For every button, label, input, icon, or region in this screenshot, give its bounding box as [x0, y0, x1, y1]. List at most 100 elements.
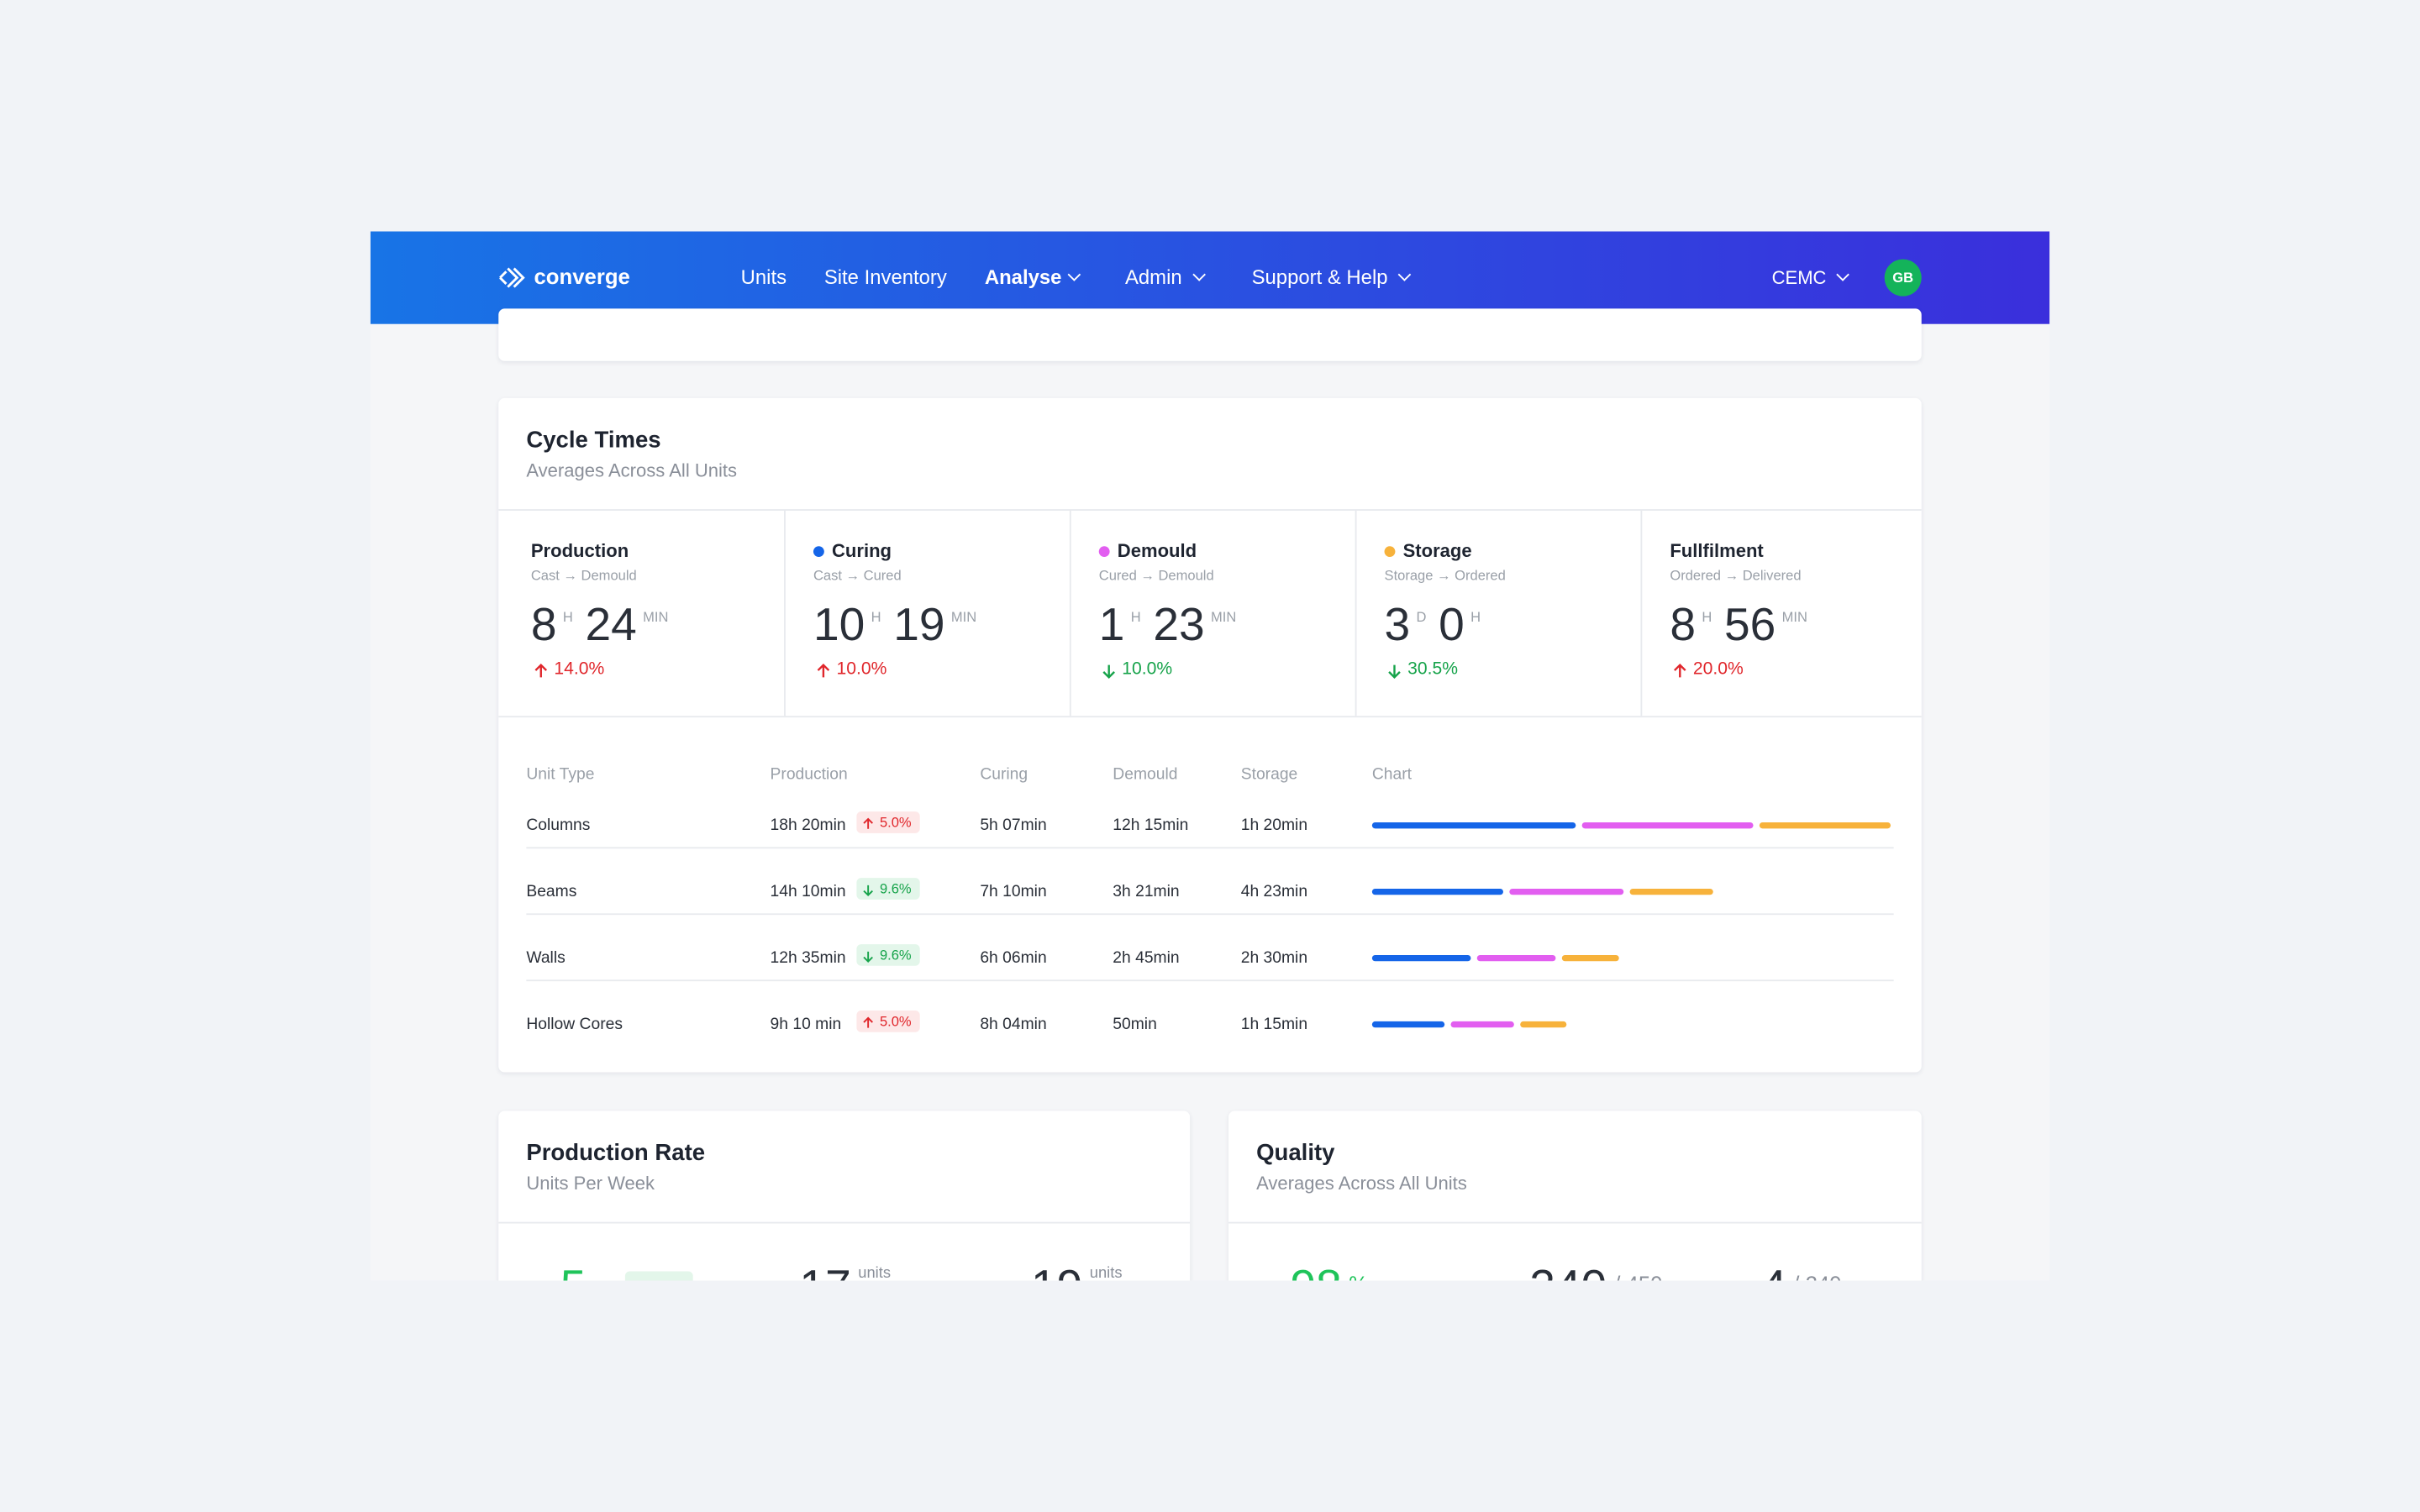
value-unit: MIN	[1211, 609, 1237, 625]
nav-item[interactable]: Units	[740, 265, 787, 289]
value-number: 10	[813, 600, 865, 652]
value-number: 24	[585, 600, 637, 652]
cell: 50min	[1113, 1015, 1157, 1034]
stat-suffix: units	[1089, 1265, 1123, 1281]
chevron-icon	[1397, 268, 1412, 281]
cycle-times-card: Cycle Times Averages Across All Units Prod…	[498, 397, 1922, 1073]
stage-value: 8 H 24 MIN	[531, 600, 681, 652]
chart-bar	[1760, 822, 1891, 829]
value-unit: D	[1416, 609, 1427, 625]
chart-bar	[1561, 954, 1619, 962]
chevron-icon	[1836, 268, 1849, 281]
cell: Columns	[526, 816, 591, 835]
nav-item[interactable]: Site Inventory	[823, 265, 947, 289]
chart-bar	[1371, 954, 1471, 962]
column-header: Chart	[1371, 765, 1413, 785]
divider	[1228, 1221, 1922, 1224]
value-unit: MIN	[1781, 609, 1807, 625]
chart-bar	[1581, 822, 1754, 829]
stat-value: 5	[560, 1262, 587, 1280]
cell: 12h 35min	[770, 948, 846, 968]
stage-name: Demould	[1117, 539, 1197, 562]
chart-bar	[1629, 888, 1713, 895]
change-badge: 9.6%	[856, 878, 919, 900]
change-value: 10.0%	[836, 660, 887, 680]
value-number: 3	[1384, 600, 1411, 652]
avatar[interactable]: GB	[1884, 259, 1922, 297]
chart-bar	[1477, 954, 1556, 962]
cell: 1h 20min	[1240, 816, 1308, 835]
stat-value: 17	[799, 1262, 850, 1280]
stage-name: Production	[530, 539, 629, 562]
divider	[526, 979, 1894, 982]
stat-suffix: / 450	[1614, 1271, 1662, 1280]
card-title: Production Rate	[526, 1140, 706, 1167]
nav-item[interactable]: Analyse	[984, 265, 1062, 289]
card-title: Cycle Times	[526, 427, 661, 454]
divider	[526, 913, 1894, 916]
value-unit: MIN	[950, 609, 977, 625]
nav-item[interactable]: Support & Help	[1251, 265, 1388, 289]
stage-route: Storage → Ordered	[1384, 567, 1506, 584]
stage-dot	[1384, 546, 1396, 558]
value-number: 1	[1098, 600, 1125, 652]
cell: 8h 04min	[980, 1015, 1047, 1034]
change-value: 10.0%	[1122, 660, 1173, 680]
stage-route: Cast → Demould	[530, 567, 637, 584]
chart-bar	[1371, 888, 1503, 895]
stage-dot	[813, 546, 824, 558]
cell: 12h 15min	[1113, 816, 1189, 835]
trend-icon	[863, 951, 873, 963]
quality-card: Quality Averages Across All Units 98% 240 / …	[1228, 1110, 1922, 1281]
cell: 7h 10min	[980, 882, 1047, 901]
stage-route: Cured → Demould	[1098, 567, 1214, 584]
value-unit: H	[562, 609, 573, 625]
cell: 6h 06min	[980, 948, 1047, 968]
change-value: 14.0%	[554, 660, 605, 680]
stage-value: 10 H 19 MIN	[813, 600, 989, 652]
chart-bar	[1508, 888, 1623, 895]
value-unit: H	[1130, 609, 1141, 625]
value-number: 0	[1439, 600, 1465, 652]
value-number: 19	[893, 600, 945, 652]
top-nav: converge Units Site Inventory Analyse Admin…	[370, 231, 2050, 324]
nav-item[interactable]: Admin	[1124, 265, 1182, 289]
stat-value: 4	[1761, 1262, 1787, 1280]
stat-suffix: %	[1349, 1271, 1368, 1280]
production-rate-card: Production Rate Units Per Week 5 17 units 19 u…	[498, 1110, 1191, 1281]
value-unit: MIN	[643, 609, 669, 625]
trend-icon	[1388, 664, 1401, 680]
chart-bar	[1371, 1021, 1445, 1028]
divider	[526, 847, 1894, 849]
brand[interactable]: converge	[534, 264, 630, 289]
chart-bar	[1451, 1021, 1514, 1028]
divider	[1640, 510, 1643, 717]
divider	[1355, 510, 1357, 717]
chevron-icon	[1067, 268, 1081, 281]
value-number: 56	[1723, 600, 1776, 652]
stage-value: 8 H 56 MIN	[1670, 600, 1819, 652]
change-value: 30.5%	[1407, 660, 1458, 680]
stat-suffix: / 240	[1793, 1271, 1841, 1280]
card-subtitle: Averages Across All Units	[1256, 1172, 1467, 1194]
stage-dot	[1098, 546, 1110, 558]
stat-value: 19	[1031, 1262, 1082, 1280]
org-selector[interactable]: CEMC	[1771, 266, 1827, 289]
cell: Hollow Cores	[526, 1015, 623, 1034]
stat-value: 98	[1291, 1262, 1342, 1280]
previous-card	[498, 308, 1922, 361]
stage-name: Storage	[1402, 539, 1472, 562]
change-badge: 9.6%	[856, 944, 919, 966]
change-badge: 5.0%	[856, 811, 919, 833]
stage-value: 1 H 23 MIN	[1099, 600, 1249, 652]
chart-bar	[1371, 822, 1576, 829]
column-header: Curing	[980, 765, 1028, 785]
cell: 18h 20min	[770, 816, 846, 835]
cell: 2h 45min	[1113, 948, 1180, 968]
column-header: Demould	[1113, 765, 1178, 785]
stage-name: Fullfilment	[1670, 539, 1764, 562]
stage-name: Curing	[832, 539, 892, 562]
stat-value: 240	[1529, 1262, 1607, 1280]
divider	[498, 716, 1922, 718]
